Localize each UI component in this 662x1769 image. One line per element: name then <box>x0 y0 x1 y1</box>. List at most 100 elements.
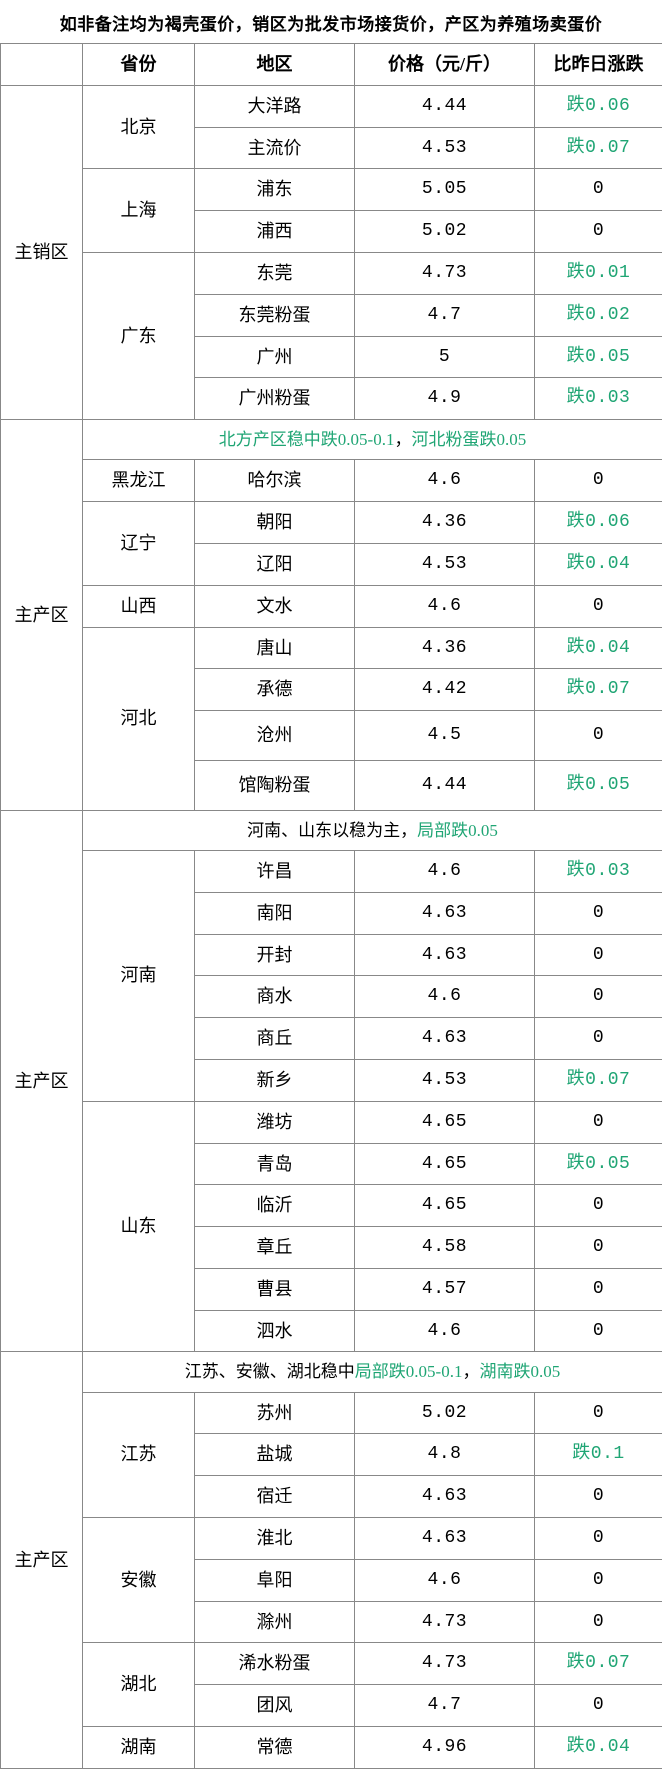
area-cell: 苏州 <box>195 1392 355 1434</box>
price-cell: 4.42 <box>355 669 535 711</box>
change-cell: 跌0.07 <box>535 1059 662 1101</box>
area-cell: 主流价 <box>195 127 355 169</box>
province-cell: 上海 <box>83 169 195 253</box>
area-cell: 沧州 <box>195 711 355 761</box>
price-cell: 4.9 <box>355 378 535 420</box>
area-cell: 常德 <box>195 1727 355 1769</box>
province-cell: 河南 <box>83 850 195 1101</box>
header-area: 地区 <box>195 44 355 86</box>
area-cell: 大洋路 <box>195 85 355 127</box>
change-cell: 跌0.07 <box>535 669 662 711</box>
price-cell: 4.6 <box>355 1559 535 1601</box>
area-cell: 章丘 <box>195 1227 355 1269</box>
change-cell: 跌0.01 <box>535 252 662 294</box>
section-note-row: 主产区江苏、安徽、湖北稳中局部跌0.05-0.1，湖南跌0.05 <box>1 1352 662 1392</box>
price-cell: 4.6 <box>355 850 535 892</box>
table-row: 湖北浠水粉蛋4.73跌0.07 <box>1 1643 662 1685</box>
section-note: 江苏、安徽、湖北稳中局部跌0.05-0.1，湖南跌0.05 <box>83 1352 662 1392</box>
price-cell: 4.63 <box>355 1476 535 1518</box>
change-cell: 跌0.04 <box>535 543 662 585</box>
area-cell: 曹县 <box>195 1268 355 1310</box>
table-row: 江苏苏州5.020 <box>1 1392 662 1434</box>
change-cell: 0 <box>535 1268 662 1310</box>
header-change: 比昨日涨跌 <box>535 44 662 86</box>
price-cell: 5.02 <box>355 1392 535 1434</box>
table-row: 黑龙江哈尔滨4.60 <box>1 460 662 502</box>
province-cell: 黑龙江 <box>83 460 195 502</box>
table-row: 上海浦东5.050 <box>1 169 662 211</box>
change-cell: 跌0.04 <box>535 627 662 669</box>
price-cell: 4.53 <box>355 1059 535 1101</box>
section-note-row: 主产区北方产区稳中跌0.05-0.1，河北粉蛋跌0.05 <box>1 420 662 460</box>
table-row: 主销区北京大洋路4.44跌0.06 <box>1 85 662 127</box>
header-row: 省份 地区 价格（元/斤） 比昨日涨跌 <box>1 44 662 86</box>
price-cell: 5.05 <box>355 169 535 211</box>
section-note: 河南、山东以稳为主，局部跌0.05 <box>83 810 662 850</box>
change-cell: 0 <box>535 711 662 761</box>
change-cell: 0 <box>535 1518 662 1560</box>
price-cell: 4.36 <box>355 627 535 669</box>
change-cell: 跌0.07 <box>535 1643 662 1685</box>
area-cell: 许昌 <box>195 850 355 892</box>
area-cell: 朝阳 <box>195 502 355 544</box>
area-cell: 东莞粉蛋 <box>195 294 355 336</box>
price-cell: 4.73 <box>355 1601 535 1643</box>
price-cell: 4.63 <box>355 934 535 976</box>
table-row: 湖南常德4.96跌0.04 <box>1 1727 662 1769</box>
price-cell: 4.5 <box>355 711 535 761</box>
price-cell: 4.58 <box>355 1227 535 1269</box>
table-row: 山东潍坊4.650 <box>1 1101 662 1143</box>
change-cell: 0 <box>535 211 662 253</box>
area-cell: 盐城 <box>195 1434 355 1476</box>
area-cell: 馆陶粉蛋 <box>195 760 355 810</box>
province-cell: 江苏 <box>83 1392 195 1517</box>
change-cell: 0 <box>535 1476 662 1518</box>
change-cell: 跌0.05 <box>535 336 662 378</box>
change-cell: 跌0.05 <box>535 1143 662 1185</box>
area-cell: 开封 <box>195 934 355 976</box>
price-cell: 4.6 <box>355 976 535 1018</box>
province-cell: 山东 <box>83 1101 195 1352</box>
price-cell: 5.02 <box>355 211 535 253</box>
change-cell: 0 <box>535 1310 662 1352</box>
area-cell: 泗水 <box>195 1310 355 1352</box>
change-cell: 跌0.07 <box>535 127 662 169</box>
change-cell: 0 <box>535 1185 662 1227</box>
change-cell: 0 <box>535 585 662 627</box>
area-cell: 东莞 <box>195 252 355 294</box>
price-cell: 4.36 <box>355 502 535 544</box>
price-cell: 4.44 <box>355 760 535 810</box>
price-cell: 4.63 <box>355 892 535 934</box>
change-cell: 跌0.04 <box>535 1727 662 1769</box>
price-cell: 4.63 <box>355 1018 535 1060</box>
change-cell: 0 <box>535 976 662 1018</box>
price-cell: 4.96 <box>355 1727 535 1769</box>
area-cell: 广州 <box>195 336 355 378</box>
table-row: 广东东莞4.73跌0.01 <box>1 252 662 294</box>
region-cell: 主销区 <box>1 85 83 419</box>
price-cell: 5 <box>355 336 535 378</box>
price-cell: 4.7 <box>355 1685 535 1727</box>
price-cell: 4.44 <box>355 85 535 127</box>
change-cell: 跌0.06 <box>535 85 662 127</box>
price-cell: 4.73 <box>355 252 535 294</box>
page-title: 如非备注均为褐壳蛋价，销区为批发市场接货价，产区为养殖场卖蛋价 <box>0 0 662 43</box>
area-cell: 浦西 <box>195 211 355 253</box>
area-cell: 团风 <box>195 1685 355 1727</box>
area-cell: 临沂 <box>195 1185 355 1227</box>
area-cell: 哈尔滨 <box>195 460 355 502</box>
province-cell: 北京 <box>83 85 195 169</box>
price-table: 省份 地区 价格（元/斤） 比昨日涨跌 主销区北京大洋路4.44跌0.06主流价… <box>0 43 662 1769</box>
area-cell: 唐山 <box>195 627 355 669</box>
change-cell: 0 <box>535 1559 662 1601</box>
header-province: 省份 <box>83 44 195 86</box>
header-price: 价格（元/斤） <box>355 44 535 86</box>
area-cell: 新乡 <box>195 1059 355 1101</box>
change-cell: 跌0.06 <box>535 502 662 544</box>
province-cell: 湖北 <box>83 1643 195 1727</box>
province-cell: 广东 <box>83 252 195 419</box>
region-cell: 主产区 <box>1 1352 83 1768</box>
area-cell: 承德 <box>195 669 355 711</box>
area-cell: 宿迁 <box>195 1476 355 1518</box>
region-cell: 主产区 <box>1 810 83 1352</box>
